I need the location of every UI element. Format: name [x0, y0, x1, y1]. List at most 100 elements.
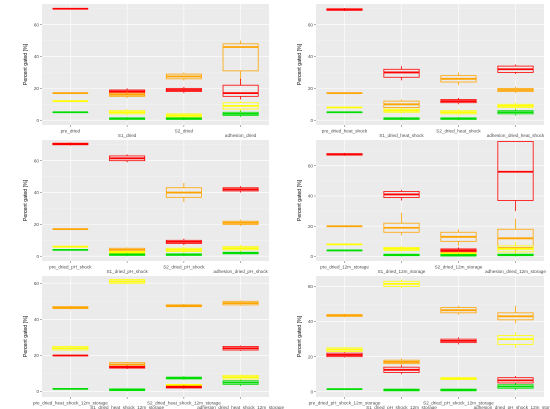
box-2-3 [383, 107, 420, 114]
box-4-2 [497, 218, 534, 252]
x-tick-label: adhesion_dried_pH_shock [213, 269, 268, 274]
y-tick-label: 40 [34, 54, 40, 59]
box-4-2 [222, 345, 259, 351]
y-tick-label: 60 [34, 281, 40, 286]
x-tick-label: S2_dried [175, 129, 194, 134]
x-tick-label: S1_dried_heat_shock [379, 133, 424, 138]
x-tick-label: S2_dried_heat_shock_12m_storage [147, 401, 221, 406]
chart-panel-3: 0 20 40 60 pre_dried_pH_shock S1_dried_pH_sho… [23, 140, 269, 274]
y-axis-title: Percent gated [%] [297, 179, 303, 221]
chart-panel-2: 0 20 40 60 pre_dried_heat_shock S1_dried_heat… [297, 4, 545, 138]
y-tick-label: 40 [308, 194, 314, 199]
x-tick-label: pre_dried_heat_shock_12m_storage [33, 401, 108, 406]
box-2-2 [383, 358, 420, 366]
box-4-1 [497, 305, 534, 324]
box-3-4 [165, 385, 202, 389]
y-axis-title: Percent gated [%] [23, 43, 29, 85]
y-tick-label: 60 [34, 22, 40, 27]
x-tick-label: pre_dried_heat_shock [322, 129, 368, 134]
box-3-3 [440, 109, 477, 116]
plot-background [42, 140, 269, 261]
y-tick-label: 20 [34, 86, 40, 91]
box-2-1 [109, 154, 146, 163]
box-body [222, 43, 259, 72]
y-tick-label: 20 [34, 222, 40, 227]
box-2-4 [109, 117, 146, 121]
box-2-2 [383, 212, 420, 236]
box-3-3 [440, 376, 477, 381]
box-4-1 [497, 64, 534, 75]
box-2-3 [109, 109, 146, 116]
chart-panel-4: 0 20 40 60 pre_dried_12m_storage S1_dried_12m… [297, 140, 546, 274]
box-2-3 [383, 245, 420, 252]
x-tick-label: pre_dried_pH_shock_12m_storage [309, 401, 381, 406]
box-4-4 [222, 379, 259, 387]
y-tick-label: 0 [36, 389, 39, 394]
box-1-1 [52, 305, 89, 310]
x-tick-label: S2_dried_heat_shock [436, 129, 481, 134]
y-tick-label: 40 [34, 317, 40, 322]
box-2-4 [383, 253, 420, 257]
chart-panel-5: 0204060pre_dried_heat_shock_12m_storageS… [23, 276, 284, 409]
x-tick-label: S2_dried_12m_storage [435, 265, 483, 270]
x-tick-label: S1_dried_heat_shock_12m_storage [90, 405, 164, 409]
y-tick-label: 0 [36, 118, 39, 123]
y-axis-title: Percent gated [%] [297, 315, 303, 357]
box-3-1 [165, 303, 202, 308]
box-2-4 [109, 253, 146, 257]
box-2-1 [383, 189, 420, 201]
box-4-3 [222, 245, 259, 252]
x-tick-label: adhesion_dried_12m_storage [485, 269, 546, 274]
box-4-4 [222, 251, 259, 255]
box-4-4 [222, 110, 259, 118]
box-3-1 [440, 305, 477, 315]
y-tick-label: 20 [308, 224, 314, 229]
y-tick-label: 40 [308, 54, 314, 59]
box-3-1 [165, 72, 202, 81]
box-4-2 [497, 332, 534, 348]
box-4-2 [497, 86, 534, 94]
y-tick-label: 0 [310, 389, 313, 394]
x-tick-label: pre_dried_12m_storage [320, 265, 369, 270]
y-tick-label: 0 [310, 254, 313, 259]
box-1-1 [326, 152, 363, 156]
box-2-3 [109, 365, 146, 370]
x-tick-label: adhesion_dried_heat_shock_12m_storage [197, 405, 284, 409]
x-tick-label: S2_dried_pH_shock_12m_storage [423, 401, 494, 406]
box-2-4 [383, 388, 420, 392]
y-axis-title: Percent gated [%] [23, 315, 29, 357]
plot-background [316, 276, 544, 397]
box-2-1 [109, 278, 146, 285]
y-axis-title: Percent gated [%] [23, 179, 29, 221]
plot-background [42, 4, 269, 125]
y-tick-label: 0 [36, 254, 39, 259]
box-1-2 [52, 345, 89, 351]
box-2-1 [383, 279, 420, 289]
box-3-2 [165, 376, 202, 380]
plot-background [316, 4, 544, 125]
y-tick-label: 20 [308, 354, 314, 359]
y-axis-title: Percent gated [%] [297, 43, 303, 85]
box-3-3 [165, 246, 202, 254]
x-tick-label: pre_dried_pH_shock [49, 265, 92, 270]
x-tick-label: S1_dried [118, 133, 137, 138]
box-4-4 [497, 253, 534, 257]
box-3-4 [165, 253, 202, 257]
box-4-1 [222, 300, 259, 306]
box-body [222, 84, 259, 97]
box-4-4 [497, 382, 534, 390]
y-tick-label: 40 [308, 319, 314, 324]
box-3-2 [440, 97, 477, 105]
y-tick-label: 20 [308, 86, 314, 91]
box-3-4 [165, 117, 202, 121]
box-1-2 [326, 347, 363, 353]
x-tick-label: adhesion_dried [225, 133, 257, 138]
x-tick-label: S1_dried_12m_storage [378, 269, 426, 274]
box-2-4 [109, 388, 146, 392]
x-tick-label: adhesion_dried_heat_shock [487, 133, 545, 138]
box-4-3 [497, 102, 534, 110]
box-1-3 [326, 352, 363, 358]
box-3-1 [440, 229, 477, 246]
box-3-4 [440, 117, 477, 121]
